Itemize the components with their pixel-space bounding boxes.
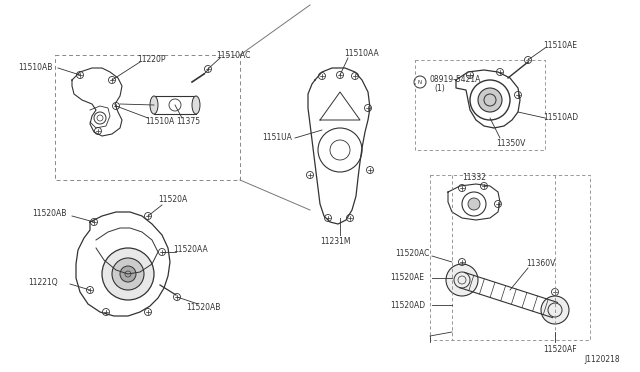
Text: 11231M: 11231M: [320, 237, 351, 247]
Bar: [154, 96, 196, 114]
Text: 11520A: 11520A: [158, 196, 188, 205]
Ellipse shape: [192, 96, 200, 114]
Text: J1120218: J1120218: [584, 356, 620, 365]
Text: 11520AA: 11520AA: [173, 244, 208, 253]
Circle shape: [541, 296, 569, 324]
Text: 11332: 11332: [462, 173, 486, 183]
Text: 11510AD: 11510AD: [543, 112, 578, 122]
Text: 11220P: 11220P: [137, 55, 166, 64]
Text: 08919-5421A: 08919-5421A: [430, 76, 481, 84]
Text: 11510AB: 11510AB: [18, 64, 52, 73]
Circle shape: [446, 264, 478, 296]
Text: 11520AE: 11520AE: [390, 273, 424, 282]
Text: 11360V: 11360V: [526, 260, 556, 269]
Circle shape: [468, 198, 480, 210]
Text: 11520AB: 11520AB: [32, 209, 67, 218]
Circle shape: [120, 266, 136, 282]
Ellipse shape: [150, 96, 158, 114]
Circle shape: [102, 248, 154, 300]
Text: 11221Q: 11221Q: [28, 278, 58, 286]
Text: 11350V: 11350V: [496, 138, 525, 148]
Text: 11520AF: 11520AF: [543, 346, 577, 355]
Text: 11510AE: 11510AE: [543, 41, 577, 49]
Text: 11510AC: 11510AC: [216, 51, 250, 60]
Circle shape: [478, 88, 502, 112]
Text: 11520AD: 11520AD: [390, 301, 425, 310]
Text: 11510AA: 11510AA: [344, 49, 379, 58]
Text: 11520AB: 11520AB: [186, 304, 220, 312]
Text: 11510A: 11510A: [145, 116, 174, 125]
Text: 1151UA: 1151UA: [262, 132, 292, 141]
Circle shape: [112, 258, 144, 290]
Text: 11375: 11375: [176, 118, 200, 126]
Text: 11520AC: 11520AC: [395, 250, 429, 259]
Text: N: N: [418, 80, 422, 84]
Text: (1): (1): [434, 84, 445, 93]
